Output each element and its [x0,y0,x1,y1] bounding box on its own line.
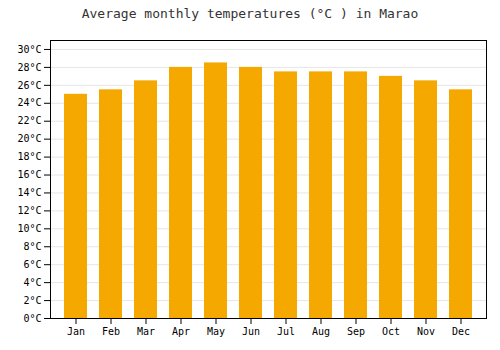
svg-text:10°C: 10°C [17,223,41,234]
svg-text:18°C: 18°C [17,151,41,162]
svg-text:Dec: Dec [452,326,470,337]
svg-text:Oct: Oct [382,326,400,337]
svg-text:Jul: Jul [277,326,295,337]
svg-text:28°C: 28°C [17,62,41,73]
svg-text:6°C: 6°C [23,259,41,270]
svg-text:Apr: Apr [172,326,190,337]
svg-text:May: May [207,326,225,337]
svg-text:12°C: 12°C [17,205,41,216]
svg-text:Feb: Feb [102,326,120,337]
svg-text:Aug: Aug [312,326,330,337]
svg-text:2°C: 2°C [23,295,41,306]
svg-text:24°C: 24°C [17,97,41,108]
svg-text:16°C: 16°C [17,169,41,180]
svg-text:22°C: 22°C [17,115,41,126]
svg-text:26°C: 26°C [17,80,41,91]
svg-text:Jan: Jan [67,326,85,337]
svg-text:14°C: 14°C [17,187,41,198]
html-text:Average monthly temperatures (: Average monthly temperatures (°C ) in Ma… [81,6,419,21]
svg-text:4°C: 4°C [23,277,41,288]
svg-text:20°C: 20°C [17,133,41,144]
svg-text:0°C: 0°C [23,313,41,324]
svg-text:8°C: 8°C [23,241,41,252]
svg-text:Sep: Sep [347,326,365,337]
svg-text:Jun: Jun [242,326,260,337]
svg-text:30°C: 30°C [17,44,41,55]
svg-text:Nov: Nov [417,326,435,337]
svg-text:Mar: Mar [137,326,155,337]
